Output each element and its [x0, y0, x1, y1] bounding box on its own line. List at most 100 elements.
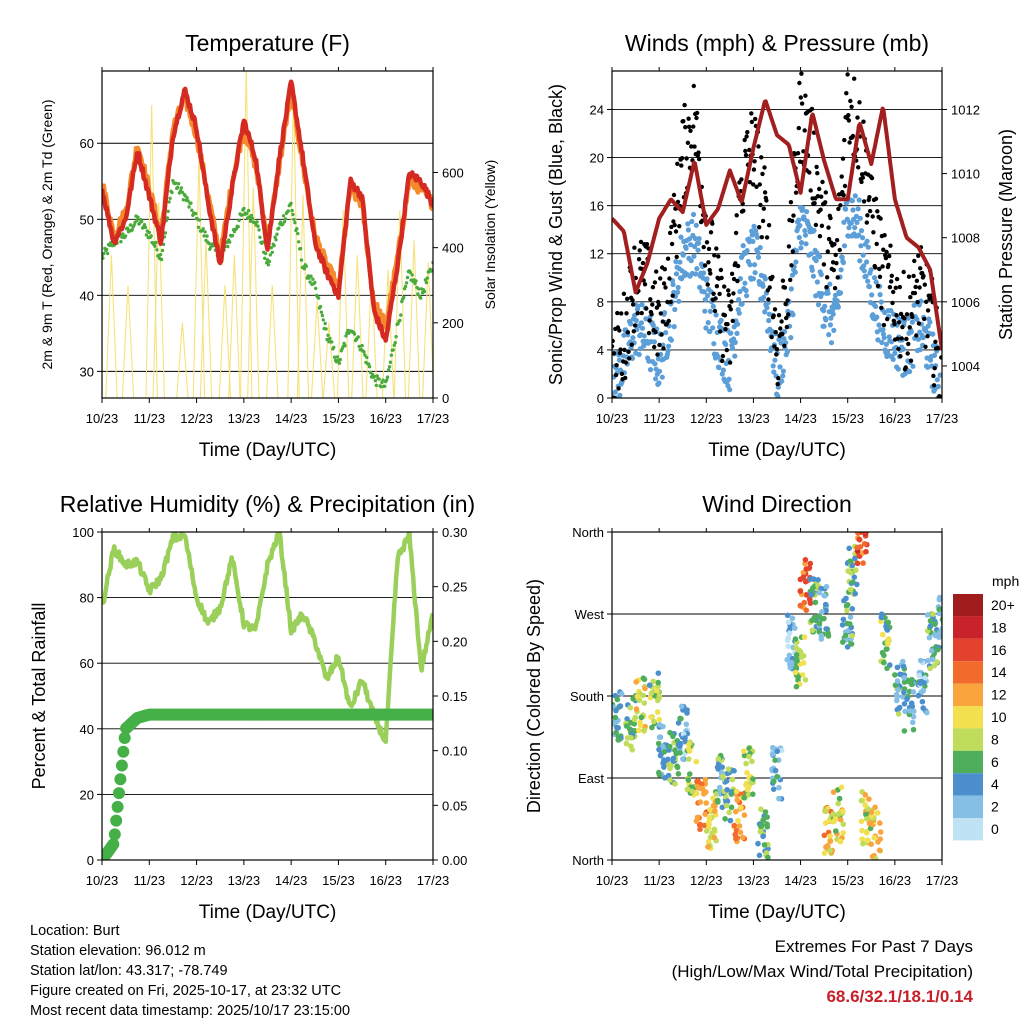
gust-point: [871, 230, 876, 235]
gust-point: [760, 171, 765, 177]
gust-point: [775, 381, 780, 387]
gust-point: [786, 244, 792, 249]
dewpoint-point: [209, 245, 213, 249]
gust-point: [708, 271, 713, 276]
direction-point: [733, 788, 740, 795]
gust-point: [666, 318, 671, 324]
wind-point: [694, 266, 700, 272]
gust-point: [846, 118, 852, 123]
gust-point: [652, 280, 658, 285]
wind-point: [825, 290, 831, 296]
gust-point: [817, 234, 823, 239]
direction-point: [823, 607, 829, 614]
gust-point: [675, 161, 680, 166]
wind-point: [846, 225, 852, 231]
dewpoint-point: [357, 344, 361, 349]
direction-point: [818, 632, 825, 639]
gust-point: [742, 137, 747, 143]
wind-point: [878, 299, 884, 305]
gust-point: [855, 115, 860, 120]
gust-point: [867, 208, 873, 214]
gust-point: [877, 266, 882, 272]
gust-point: [615, 310, 620, 316]
gust-point: [661, 281, 667, 286]
wind-point: [723, 341, 729, 348]
direction-point: [917, 657, 924, 664]
direction-point: [901, 689, 907, 696]
precip-point: [107, 838, 120, 851]
dewpoint-point: [123, 234, 128, 238]
direction-point: [859, 827, 865, 834]
wind-point: [696, 240, 702, 246]
direction-point: [884, 627, 891, 633]
direction-point: [655, 679, 661, 686]
wind-point: [678, 234, 684, 240]
direction-point: [724, 787, 730, 793]
direction-point: [853, 567, 859, 573]
gust-point: [749, 119, 755, 125]
direction-point: [934, 659, 940, 665]
gust-point: [724, 347, 729, 353]
gust-point: [654, 269, 659, 274]
x-tick-label: 10/23: [596, 873, 629, 888]
dewpoint-point: [119, 240, 123, 244]
panel-humidity: 0 20 40 60 80 100 10/23 11/23 12/23 13/23 14/23 15/…: [29, 491, 475, 923]
x-tick-label: 17/23: [417, 873, 450, 888]
gust-point: [733, 261, 738, 266]
gust-point: [852, 76, 857, 81]
gust-point: [670, 293, 675, 298]
wind-point: [691, 253, 697, 259]
dewpoint-point: [240, 213, 244, 217]
colorbar-swatch: [953, 706, 983, 729]
gust-point: [861, 119, 866, 124]
wind-point: [839, 254, 845, 260]
dewpoint-point: [176, 185, 180, 190]
dewpoint-point: [318, 304, 323, 309]
direction-point: [629, 747, 636, 753]
y-axis-label: 2m & 9m T (Red, Orange) & 2m Td (Green): [39, 100, 55, 370]
dewpoint-point: [383, 384, 387, 388]
dewpoint-point: [269, 246, 273, 250]
wind-point: [866, 284, 873, 290]
gust-point: [747, 147, 752, 153]
y2-tick-label: 200: [442, 316, 464, 331]
direction-point: [920, 705, 926, 711]
y-tick-label: 60: [80, 656, 94, 671]
wind-point: [815, 302, 822, 308]
direction-point: [900, 663, 907, 670]
dewpoint-point: [281, 214, 286, 218]
gust-point: [630, 298, 635, 303]
gust-point: [766, 223, 772, 228]
direction-point: [858, 797, 865, 804]
direction-point: [789, 615, 796, 621]
gust-point: [686, 116, 691, 121]
direction-point: [885, 641, 891, 647]
colorbar-swatch: [953, 638, 983, 662]
dewpoint-point: [174, 181, 178, 185]
x-tick-label: 13/23: [228, 873, 261, 888]
gust-point: [706, 260, 711, 265]
direction-point: [910, 713, 917, 720]
wind-point: [641, 333, 647, 339]
gust-point: [728, 307, 733, 312]
dewpoint-point: [286, 209, 290, 213]
direction-point: [840, 616, 847, 623]
gust-point: [850, 133, 856, 139]
dewpoint-point: [237, 218, 241, 223]
wind-point: [930, 331, 936, 337]
gust-point: [830, 260, 836, 265]
wind-point: [826, 332, 832, 338]
direction-point: [840, 830, 846, 836]
gust-point: [671, 192, 677, 198]
wind-point: [863, 273, 869, 279]
wind-point: [810, 273, 817, 279]
wind-point: [727, 387, 733, 393]
dewpoint-point: [330, 340, 334, 344]
direction-point: [705, 844, 711, 850]
wind-point: [827, 281, 833, 287]
gust-point: [730, 318, 735, 324]
wind-point: [780, 373, 786, 379]
direction-point: [705, 820, 712, 826]
gust-point: [759, 155, 764, 160]
dewpoint-point: [125, 226, 130, 230]
